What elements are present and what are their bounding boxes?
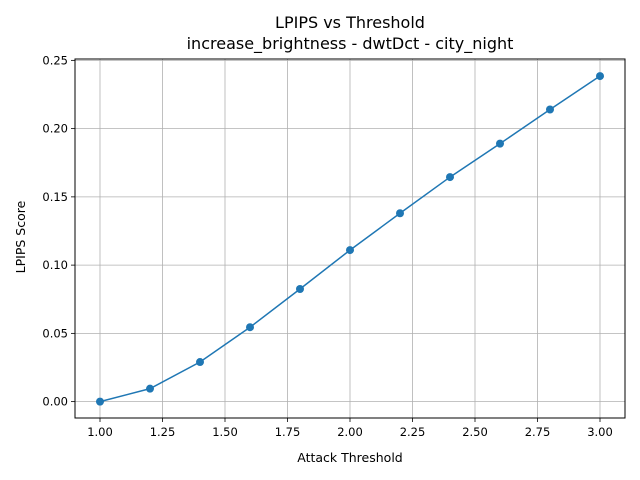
y-tick-label: 0.00 — [42, 395, 68, 409]
y-tick-label: 0.20 — [42, 122, 68, 136]
x-tick-label: 3.00 — [587, 425, 613, 439]
data-point — [546, 105, 554, 114]
x-tick-label: 1.50 — [212, 425, 238, 439]
data-point — [246, 323, 254, 332]
data-point — [96, 397, 104, 406]
data-point — [396, 209, 404, 218]
x-tick-label: 2.75 — [525, 425, 551, 439]
data-point — [596, 72, 604, 81]
y-tick-label: 0.25 — [42, 53, 68, 67]
y-tick-label: 0.05 — [42, 326, 68, 340]
data-point — [496, 139, 504, 148]
data-point — [346, 246, 354, 255]
data-point — [146, 384, 154, 393]
data-point — [296, 285, 304, 294]
x-tick-label: 2.25 — [400, 425, 426, 439]
x-tick-label: 1.75 — [275, 425, 301, 439]
chart-title: LPIPS vs Threshold — [275, 13, 425, 32]
x-axis-label: Attack Threshold — [297, 450, 402, 465]
series-lpips — [96, 72, 604, 406]
data-point — [446, 173, 454, 182]
x-tick-label: 1.25 — [150, 425, 176, 439]
y-tick-label: 0.10 — [42, 258, 68, 272]
y-tick-label: 0.15 — [42, 190, 68, 204]
x-tick-label: 2.50 — [462, 425, 488, 439]
x-tick-label: 2.00 — [337, 425, 363, 439]
x-tick-label: 1.00 — [87, 425, 113, 439]
chart-subtitle: increase_brightness - dwtDct - city_nigh… — [187, 34, 514, 54]
data-point — [196, 358, 204, 367]
y-axis-label: LPIPS Score — [13, 200, 28, 273]
ticks: 1.00 1.25 1.50 1.75 2.00 2.25 2.50 2.75 3.00 0.00… — [42, 53, 612, 439]
grid — [75, 59, 625, 418]
